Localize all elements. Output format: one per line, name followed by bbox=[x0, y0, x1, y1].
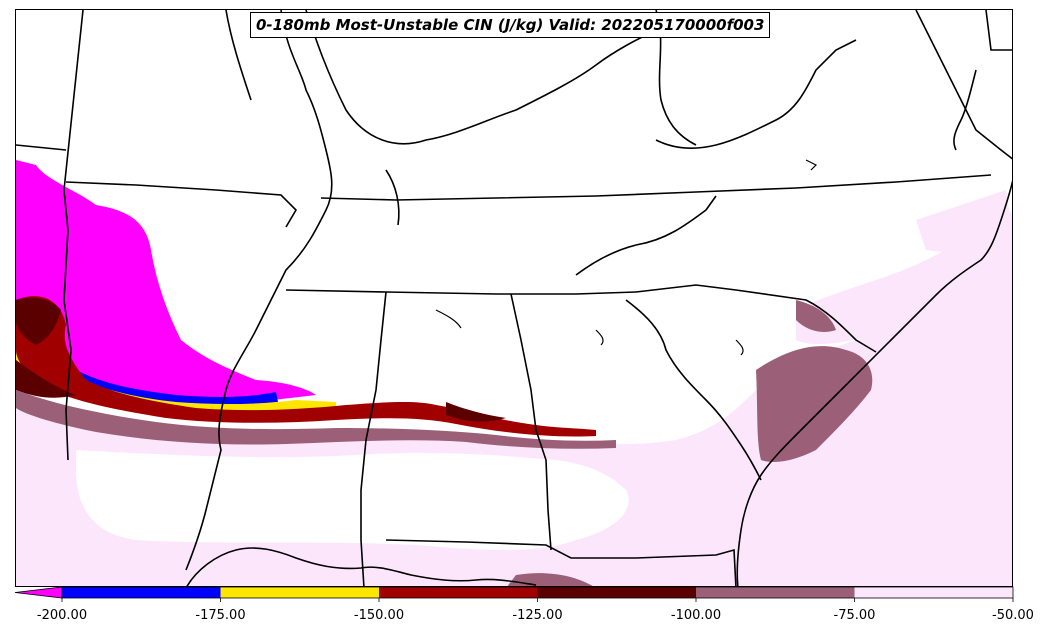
coast-atlantic bbox=[736, 180, 1012, 586]
colorbar-tick-label: -125.00 bbox=[512, 608, 563, 623]
border-tn-ky bbox=[320, 174, 992, 201]
border-al-ga bbox=[510, 293, 552, 551]
border-mo-ar bbox=[65, 181, 298, 228]
border-md bbox=[915, 10, 1012, 160]
border-ar-ok-top bbox=[16, 144, 67, 151]
colorbar-bin-3 bbox=[537, 587, 696, 598]
colorbar-tick-label: -50.00 bbox=[992, 608, 1034, 623]
cin-map bbox=[16, 10, 1012, 586]
border-va-nc bbox=[575, 195, 717, 276]
map-title: 0-180mb Most-Unstable CIN (J/kg) Valid: … bbox=[250, 12, 771, 38]
coastline bbox=[186, 69, 1012, 586]
lakes bbox=[435, 159, 818, 356]
border-de bbox=[985, 10, 1012, 51]
state-borders bbox=[16, 10, 1012, 586]
colorbar-tick-label: -200.00 bbox=[36, 608, 88, 623]
colorbar-tick-label: -75.00 bbox=[833, 608, 876, 623]
colorbar-tick-label: -100.00 bbox=[670, 608, 722, 623]
border-mo-top bbox=[225, 10, 252, 101]
border-ohio-river bbox=[305, 10, 657, 145]
colorbar bbox=[14, 586, 1014, 602]
colorbar-tick-label: -150.00 bbox=[353, 608, 405, 623]
pink-region-virginia bbox=[916, 190, 1012, 252]
border-tn-river bbox=[385, 169, 400, 226]
border-tn-south bbox=[285, 289, 637, 295]
border-ky-va bbox=[655, 39, 857, 150]
border-ga-sc bbox=[625, 299, 762, 481]
coast-chesapeake bbox=[953, 69, 977, 151]
colorbar-extend-min bbox=[14, 586, 63, 599]
cin-red-band bbox=[16, 296, 596, 437]
border-ar-west bbox=[63, 10, 84, 461]
map-panel bbox=[15, 9, 1013, 587]
colorbar-bin-2 bbox=[379, 587, 538, 598]
border-nc-sc bbox=[635, 284, 877, 353]
border-ga-fl bbox=[385, 539, 737, 586]
cin-mauve-areas bbox=[16, 300, 873, 586]
border-mississippi-river bbox=[185, 10, 333, 571]
border-ms-al bbox=[360, 291, 387, 586]
colorbar-ticks bbox=[61, 598, 1014, 602]
colorbar-bin-5 bbox=[854, 587, 1013, 598]
colorbar-bin-1 bbox=[220, 587, 379, 598]
colorbar-tick-label: -175.00 bbox=[195, 608, 246, 623]
coast-gulf bbox=[186, 547, 537, 586]
colorbar-bin-4 bbox=[696, 587, 855, 598]
colorbar-bins bbox=[14, 586, 1014, 599]
colorbar-bin-0 bbox=[62, 587, 221, 598]
cin-magenta-area bbox=[16, 160, 316, 404]
